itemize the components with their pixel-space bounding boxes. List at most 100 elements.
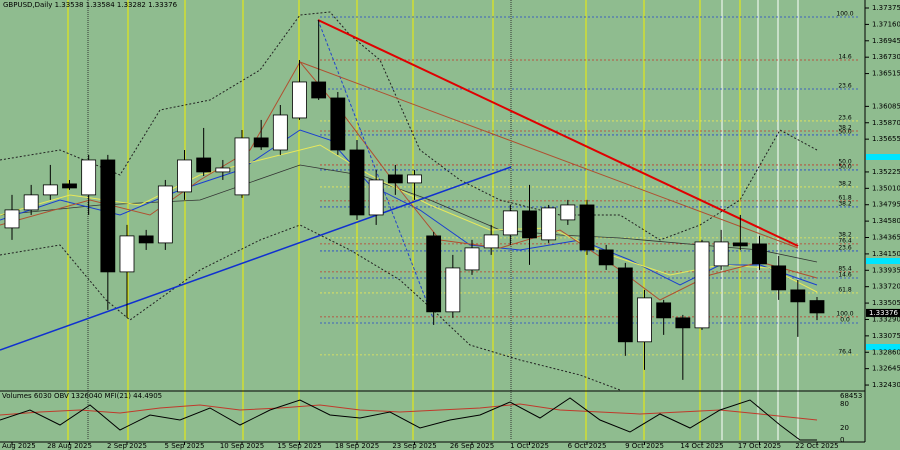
x-tick-label: 18 Sep 2025 bbox=[335, 442, 379, 450]
x-tick-label: 28 Aug 2025 bbox=[47, 442, 92, 450]
y-tick-label: 1.33075 bbox=[872, 332, 900, 340]
fib-label: 38.2 bbox=[838, 231, 852, 238]
marker bbox=[866, 344, 900, 350]
x-tick-label: 1 Oct 2025 bbox=[510, 442, 549, 450]
candle-body bbox=[196, 157, 212, 173]
fib-label: 38.2 bbox=[838, 200, 852, 207]
y-tick-label: 1.35655 bbox=[872, 135, 900, 143]
candle-body bbox=[311, 81, 327, 99]
candle-body bbox=[675, 317, 691, 329]
fib-label: 50.0 bbox=[838, 158, 852, 165]
candle-body bbox=[617, 267, 633, 343]
candle-body bbox=[426, 235, 442, 313]
x-tick-label: 6 Oct 2025 bbox=[568, 442, 607, 450]
candle-body bbox=[119, 235, 135, 273]
candle-body bbox=[177, 159, 192, 193]
fib-label: 14.6 bbox=[838, 271, 852, 278]
candle-body bbox=[272, 114, 288, 151]
fib-label: 23.6 bbox=[838, 244, 852, 251]
y-tick-label: 1.32430 bbox=[872, 381, 900, 389]
fib-label: 85.4 bbox=[838, 265, 852, 272]
candles bbox=[4, 19, 825, 380]
candle-body bbox=[4, 209, 20, 229]
candle-body bbox=[330, 97, 346, 151]
indicator-scale: 20 bbox=[840, 424, 849, 432]
y-tick-label: 1.36085 bbox=[872, 102, 900, 110]
candle-body bbox=[62, 183, 77, 189]
candle-body bbox=[732, 242, 748, 247]
indicator-scale: 0 bbox=[840, 436, 844, 444]
candle-body bbox=[579, 204, 595, 251]
candle-body bbox=[23, 194, 39, 211]
obv-line bbox=[0, 397, 817, 441]
candle-body bbox=[752, 243, 767, 265]
y-tick-label: 1.35870 bbox=[872, 119, 900, 127]
fib-label: 100.0 bbox=[836, 11, 853, 18]
candle-body bbox=[42, 184, 58, 196]
fib-label: 61.8 bbox=[838, 194, 852, 201]
fib-label: 14.6 bbox=[838, 54, 852, 61]
y-tick-label: 1.33720 bbox=[872, 283, 900, 291]
axis-labels: 1.37375 1.37160 1.36945 1.36730 1.36515 1.360… bbox=[2, 4, 900, 450]
candle-body bbox=[368, 179, 384, 216]
y-tick-label: 1.36515 bbox=[872, 70, 900, 78]
y-tick-label: 1.33290 bbox=[872, 315, 900, 323]
projection bbox=[317, 19, 434, 319]
candle-body bbox=[694, 241, 710, 329]
candle-body bbox=[445, 267, 461, 313]
y-tick-label: 1.35010 bbox=[872, 184, 900, 192]
x-tick-label: 2 Sep 2025 bbox=[107, 442, 147, 450]
fib-label: 23.6 bbox=[838, 114, 852, 121]
candle-body bbox=[100, 159, 116, 273]
indicator-scale: 80 bbox=[840, 400, 849, 408]
marker bbox=[866, 154, 900, 160]
candle-body bbox=[253, 137, 269, 148]
x-tick-label: 22 Oct 2025 bbox=[795, 442, 838, 450]
y-tick-label: 1.33505 bbox=[872, 299, 900, 307]
fib-label: 50.0 bbox=[838, 163, 852, 170]
fib-label: 61.8 bbox=[838, 286, 852, 293]
moving-average bbox=[0, 61, 818, 301]
y-tick-label: 1.32860 bbox=[872, 348, 900, 356]
fib-label: 76.4 bbox=[838, 237, 852, 244]
candle-body bbox=[598, 249, 614, 266]
price-tag-bg bbox=[866, 308, 900, 317]
y-tick-label: 1.36730 bbox=[872, 53, 900, 61]
candle-body bbox=[502, 210, 518, 236]
x-tick-label: 23 Sep 2025 bbox=[392, 442, 436, 450]
x-tick-label: 14 Oct 2025 bbox=[680, 442, 723, 450]
candle-body bbox=[407, 174, 422, 184]
candle-body bbox=[483, 234, 499, 249]
price-tag: 1.33376 bbox=[869, 309, 898, 317]
mfi-line bbox=[0, 403, 818, 421]
x-tick-label: 9 Oct 2025 bbox=[625, 442, 664, 450]
chart-title: GBPUSD,Daily 1.33538 1.33584 1.33282 1.3… bbox=[3, 1, 178, 9]
candle-body bbox=[234, 137, 250, 196]
candle-body bbox=[215, 167, 231, 173]
y-tick-label: 1.34580 bbox=[872, 217, 900, 225]
x-tick-label: 5 Sep 2025 bbox=[165, 442, 205, 450]
y-tick-label: 1.37375 bbox=[872, 4, 900, 12]
trendline bbox=[0, 166, 512, 351]
x-tick-label: 17 Oct 2025 bbox=[738, 442, 781, 450]
fib-label: 38.2 bbox=[838, 124, 852, 131]
y-tick-label: 1.37160 bbox=[872, 20, 900, 28]
fib-label: 100.0 bbox=[836, 310, 853, 317]
y-tick-label: 1.33935 bbox=[872, 266, 900, 274]
x-tick-label: 10 Sep 2025 bbox=[220, 442, 264, 450]
y-tick-label: 1.35225 bbox=[872, 168, 900, 176]
fib-levels: 100.014.623.623.638.250.050.050.038.261.… bbox=[320, 11, 860, 355]
candle-body bbox=[157, 185, 173, 244]
x-tick-label: 15 Sep 2025 bbox=[277, 442, 321, 450]
trendline bbox=[317, 19, 799, 247]
candle-body bbox=[771, 265, 787, 291]
y-tick-label: 1.36945 bbox=[872, 37, 900, 45]
candle-body bbox=[790, 289, 806, 303]
y-tick-label: 1.34795 bbox=[872, 201, 900, 209]
candle-body bbox=[809, 300, 825, 314]
y-tick-label: 1.34365 bbox=[872, 234, 900, 242]
x-tick-label: Aug 2025 bbox=[2, 442, 36, 450]
y-tick-label: 1.32645 bbox=[872, 365, 900, 373]
